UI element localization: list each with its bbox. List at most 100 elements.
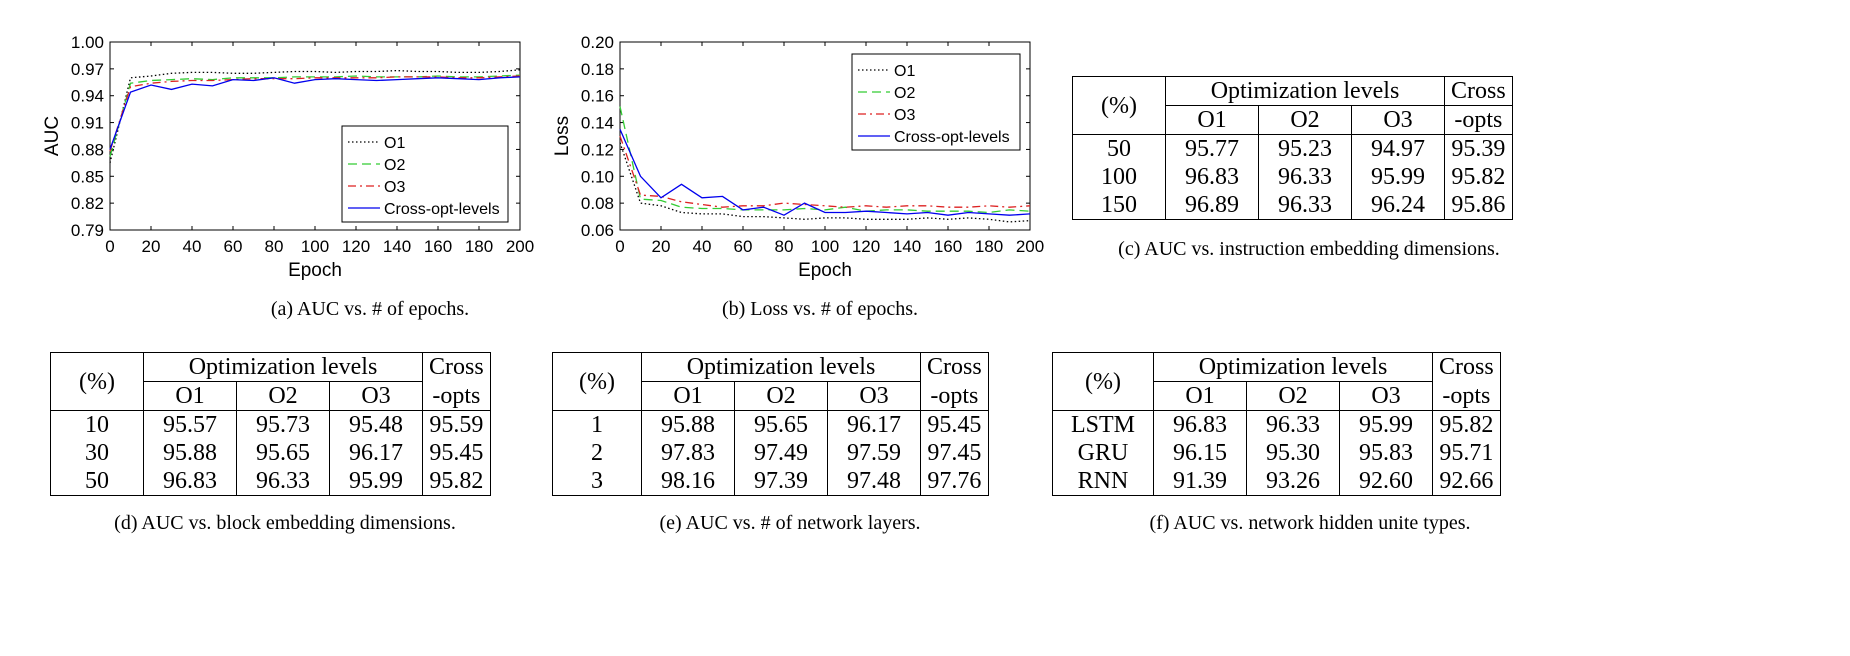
header-o2: O2	[236, 381, 330, 411]
series-line-o3	[619, 135, 1031, 208]
cell: 96.24	[1351, 191, 1445, 220]
x-tick-label: 200	[1016, 237, 1044, 256]
header-o3: O3	[1351, 105, 1445, 135]
x-tick-label: 100	[811, 237, 839, 256]
legend-label: Cross-opt-levels	[894, 129, 1010, 146]
cell: 95.57	[143, 410, 237, 439]
header-o3: O3	[329, 381, 423, 411]
x-axis-label: Epoch	[288, 260, 342, 281]
header-group: Optimization levels	[143, 352, 423, 382]
row-label: GRU	[1052, 439, 1154, 467]
cell: 95.39	[1451, 136, 1506, 162]
cell: 97.39	[734, 467, 828, 496]
cell: 95.59	[429, 412, 484, 438]
y-tick-label: 0.82	[71, 194, 104, 213]
row-label: 10	[50, 410, 144, 439]
legend-label: O2	[384, 157, 405, 174]
legend-label: O3	[894, 107, 915, 124]
cell: 91.39	[1153, 467, 1247, 496]
row-label: 100	[1072, 163, 1166, 191]
header-o3: O3	[827, 381, 921, 411]
header-cross: Cross	[927, 354, 982, 381]
auc-epoch-plot: 0 20 40 60 80 100 120 140 160 180 200 0.79 0.82 0.85 0…	[42, 33, 534, 281]
cell: 95.30	[1246, 439, 1340, 467]
header-group: Optimization levels	[641, 352, 921, 382]
x-tick-label: 20	[652, 237, 671, 256]
table-row: LSTM 96.83 96.33 95.99 95.82	[1052, 410, 1501, 439]
x-tick-label: 180	[975, 237, 1003, 256]
cell: 95.48	[329, 410, 423, 439]
x-tick-label: 0	[105, 237, 114, 256]
row-label: 50	[1072, 134, 1166, 163]
cell: 95.45	[927, 412, 982, 438]
legend-label: O1	[894, 63, 915, 80]
cell: 96.15	[1153, 439, 1247, 467]
table-f: (%) Optimization levels Cross O1 O2 O3 -…	[1052, 352, 1501, 496]
caption-d: (d) AUC vs. block embedding dimensions.	[114, 512, 456, 534]
y-tick-label: 0.88	[71, 140, 104, 159]
cell: 96.33	[1258, 191, 1352, 220]
cell: 97.48	[827, 467, 921, 496]
table-row: 1 95.88 95.65 96.17 95.45	[552, 410, 989, 439]
cell: 95.86	[1451, 192, 1506, 218]
cell: 93.26	[1246, 467, 1340, 496]
series-line-o1	[109, 69, 521, 164]
series-line-o2	[619, 106, 1031, 214]
legend-label: Cross-opt-levels	[384, 201, 500, 218]
cell: 96.83	[143, 467, 237, 496]
header-group: Optimization levels	[1153, 352, 1433, 382]
x-tick-label: 80	[265, 237, 284, 256]
header-group: Optimization levels	[1165, 76, 1445, 106]
header-o1: O1	[143, 381, 237, 411]
x-tick-label: 40	[183, 237, 202, 256]
x-tick-label: 200	[506, 237, 534, 256]
cell: 95.65	[734, 410, 828, 439]
loss-epoch-chart: 0 20 40 60 80 100 120 140 160 180 200 0.06 0.08 0.10 0…	[550, 30, 1150, 300]
table-row: 150 96.89 96.33 96.24 95.86	[1072, 191, 1513, 220]
header-cross-2: -opts	[1444, 105, 1513, 135]
cell: 95.99	[1351, 163, 1445, 191]
cell: 95.65	[236, 439, 330, 467]
cell: 96.17	[329, 439, 423, 467]
y-tick-label: 0.79	[71, 221, 104, 240]
header-first: (%)	[50, 352, 144, 411]
cell: 97.49	[734, 439, 828, 467]
y-tick-label: 0.20	[581, 33, 614, 52]
caption-c: (c) AUC vs. instruction embedding dimens…	[1118, 238, 1500, 260]
y-tick-label: 0.06	[581, 221, 614, 240]
cell: 95.82	[1439, 412, 1494, 438]
cell: 97.76	[927, 468, 982, 494]
table-row: 100 96.83 96.33 95.99 95.82	[1072, 163, 1513, 191]
x-tick-label: 120	[852, 237, 880, 256]
cell: 95.83	[1339, 439, 1433, 467]
x-tick-label: 0	[615, 237, 624, 256]
x-tick-label: 80	[775, 237, 794, 256]
header-first: (%)	[1052, 352, 1154, 411]
series-line-cross-opt-levels	[619, 129, 1031, 216]
cell: 97.59	[827, 439, 921, 467]
series-line-cross-opt-levels	[109, 76, 521, 150]
row-label: LSTM	[1052, 410, 1154, 439]
x-axis-label: Epoch	[798, 260, 852, 281]
cell: 97.45	[927, 440, 982, 466]
x-tick-label: 180	[465, 237, 493, 256]
y-tick-label: 0.12	[581, 140, 614, 159]
y-tick-label: 0.91	[71, 114, 104, 133]
y-tick-label: 0.14	[581, 114, 614, 133]
header-o2: O2	[734, 381, 828, 411]
row-label: 50	[50, 467, 144, 496]
table-row: 50 96.83 96.33 95.99 95.82	[50, 467, 491, 496]
y-axis-label: Loss	[552, 116, 573, 156]
legend-label: O1	[384, 135, 405, 152]
y-tick-label: 0.94	[71, 87, 104, 106]
row-label: 1	[552, 410, 642, 439]
cell: 95.82	[1451, 164, 1506, 190]
row-label: 3	[552, 467, 642, 496]
x-tick-label: 20	[142, 237, 161, 256]
cell: 96.17	[827, 410, 921, 439]
x-tick-label: 60	[734, 237, 753, 256]
cell: 96.83	[1153, 410, 1247, 439]
row-label: RNN	[1052, 467, 1154, 496]
row-label: 30	[50, 439, 144, 467]
legend-label: O3	[384, 179, 405, 196]
